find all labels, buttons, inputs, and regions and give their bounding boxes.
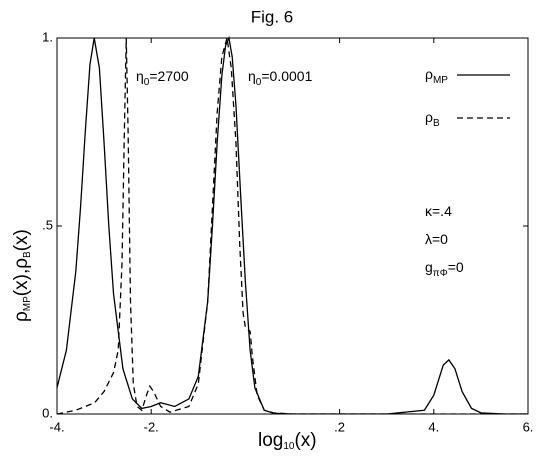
text-part: (x) [294,430,316,451]
text-part: (x) [11,229,32,251]
x-tick-label: .2 [334,419,345,434]
text-part: λ=0 [425,231,448,247]
text-part: ρ [425,66,433,82]
text-part: κ=.4 [425,203,452,219]
x-axis-label: log10(x) [258,430,317,452]
y-tick-label: 1. [42,29,53,44]
x-tick-label: 4. [428,419,439,434]
text-part: η [248,68,256,84]
chart-title: Fig. 6 [251,7,294,26]
x-tick-label: -2. [144,419,159,434]
legend-label: ρMP [425,66,448,86]
annotation: gπΦ=0 [425,259,464,279]
annotation: η0=2700 [136,68,189,88]
x-tick-label: 6. [523,419,534,434]
subscript: MP [22,296,33,311]
text-part: g [425,259,433,275]
subscript: 10 [283,441,295,452]
annotation: κ=.4 [425,203,452,219]
legend-label: ρB [425,109,440,129]
y-axis-label: ρMP(x),ρB(x) [11,229,33,322]
subscript: 0 [256,77,262,88]
text-part: ρ [425,109,433,125]
annotation: λ=0 [425,231,448,247]
plot-frame [56,37,529,415]
y-tick-label: 0. [42,405,53,420]
data-line [57,36,528,414]
subscript: MP [433,75,448,86]
text-part: =0.0001 [261,68,312,84]
data-line [57,37,528,414]
text-part: =0 [448,259,464,275]
text-part: η [136,68,144,84]
text-part: (x),ρ [11,258,32,296]
subscript: 0 [144,77,150,88]
x-tick-label: -4. [49,419,64,434]
text-part: =2700 [149,68,189,84]
text-part: log [258,430,283,451]
annotation: η0=0.0001 [248,68,313,88]
y-tick-label: .5 [42,217,53,232]
text-part: ρ [11,311,32,322]
subscript: πΦ [433,268,448,279]
subscript: B [22,251,33,258]
subscript: B [433,118,440,129]
